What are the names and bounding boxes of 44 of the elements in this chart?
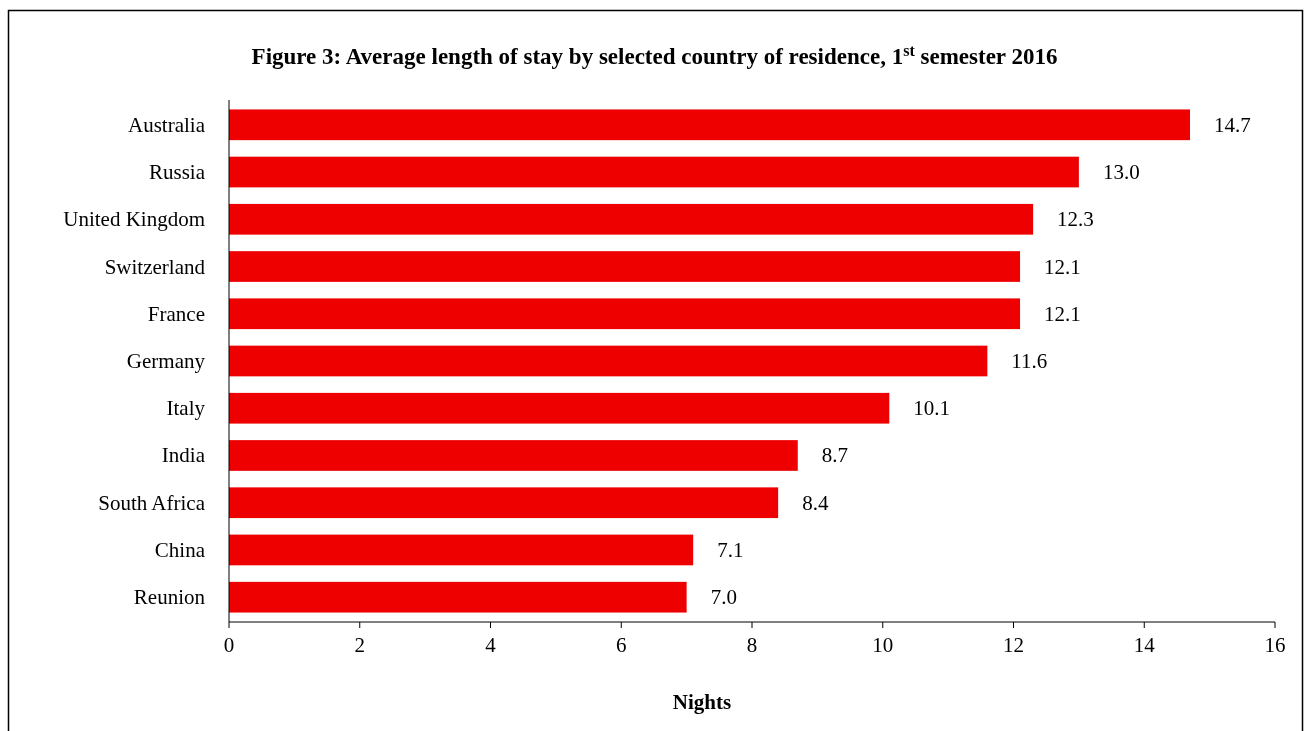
y-tick-label: Switzerland	[104, 254, 206, 279]
y-tick-label: Germany	[126, 349, 206, 373]
bar	[229, 345, 988, 377]
y-tick-label: Italy	[166, 396, 206, 421]
x-tick-label: 10	[872, 633, 894, 657]
data-label: 12.1	[1044, 254, 1081, 279]
data-label: 11.6	[1011, 349, 1048, 373]
data-label: 8.7	[821, 443, 849, 468]
data-label: 10.1	[913, 396, 951, 421]
chart-title: Figure 3: Average length of stay by selected country of residence, 1$^{st}$ semester 2016	[251, 41, 1058, 69]
y-tick-label: United Kingdom	[63, 207, 205, 232]
bar	[229, 392, 890, 424]
y-tick-label: Reunion	[133, 585, 206, 610]
x-tick-label: 12	[1003, 633, 1024, 657]
data-label: 8.4	[802, 490, 829, 515]
data-label: 12.3	[1057, 207, 1094, 232]
bar	[229, 251, 1021, 282]
x-tick-label: 8	[746, 633, 758, 657]
data-label: 7.0	[710, 585, 737, 610]
bar	[229, 534, 694, 566]
bar	[229, 156, 1079, 188]
data-label: 12.1	[1044, 301, 1081, 326]
bar	[229, 298, 1021, 330]
y-tick-label: China	[154, 537, 206, 562]
y-tick-label: South Africa	[98, 490, 206, 515]
data-label: 14.7	[1214, 112, 1251, 137]
data-label: 13.0	[1102, 160, 1140, 185]
bar	[229, 109, 1191, 141]
bar	[229, 440, 798, 471]
bar	[229, 487, 779, 519]
x-tick-label: 2	[354, 633, 365, 657]
x-tick-label: 0	[223, 633, 235, 657]
x-tick-label: 6	[616, 633, 627, 657]
bar	[229, 581, 687, 613]
y-tick-label: Australia	[128, 112, 206, 137]
x-tick-label: 4	[485, 633, 497, 657]
x-tick-label: 14	[1133, 633, 1156, 657]
data-label: 7.1	[717, 537, 744, 562]
bar	[229, 203, 1034, 235]
x-tick-label: 16	[1264, 633, 1286, 657]
y-tick-label: India	[161, 443, 206, 468]
y-tick-label: France	[147, 301, 205, 326]
x-axis-title: Nights	[672, 690, 732, 714]
y-tick-label: Russia	[148, 160, 206, 185]
